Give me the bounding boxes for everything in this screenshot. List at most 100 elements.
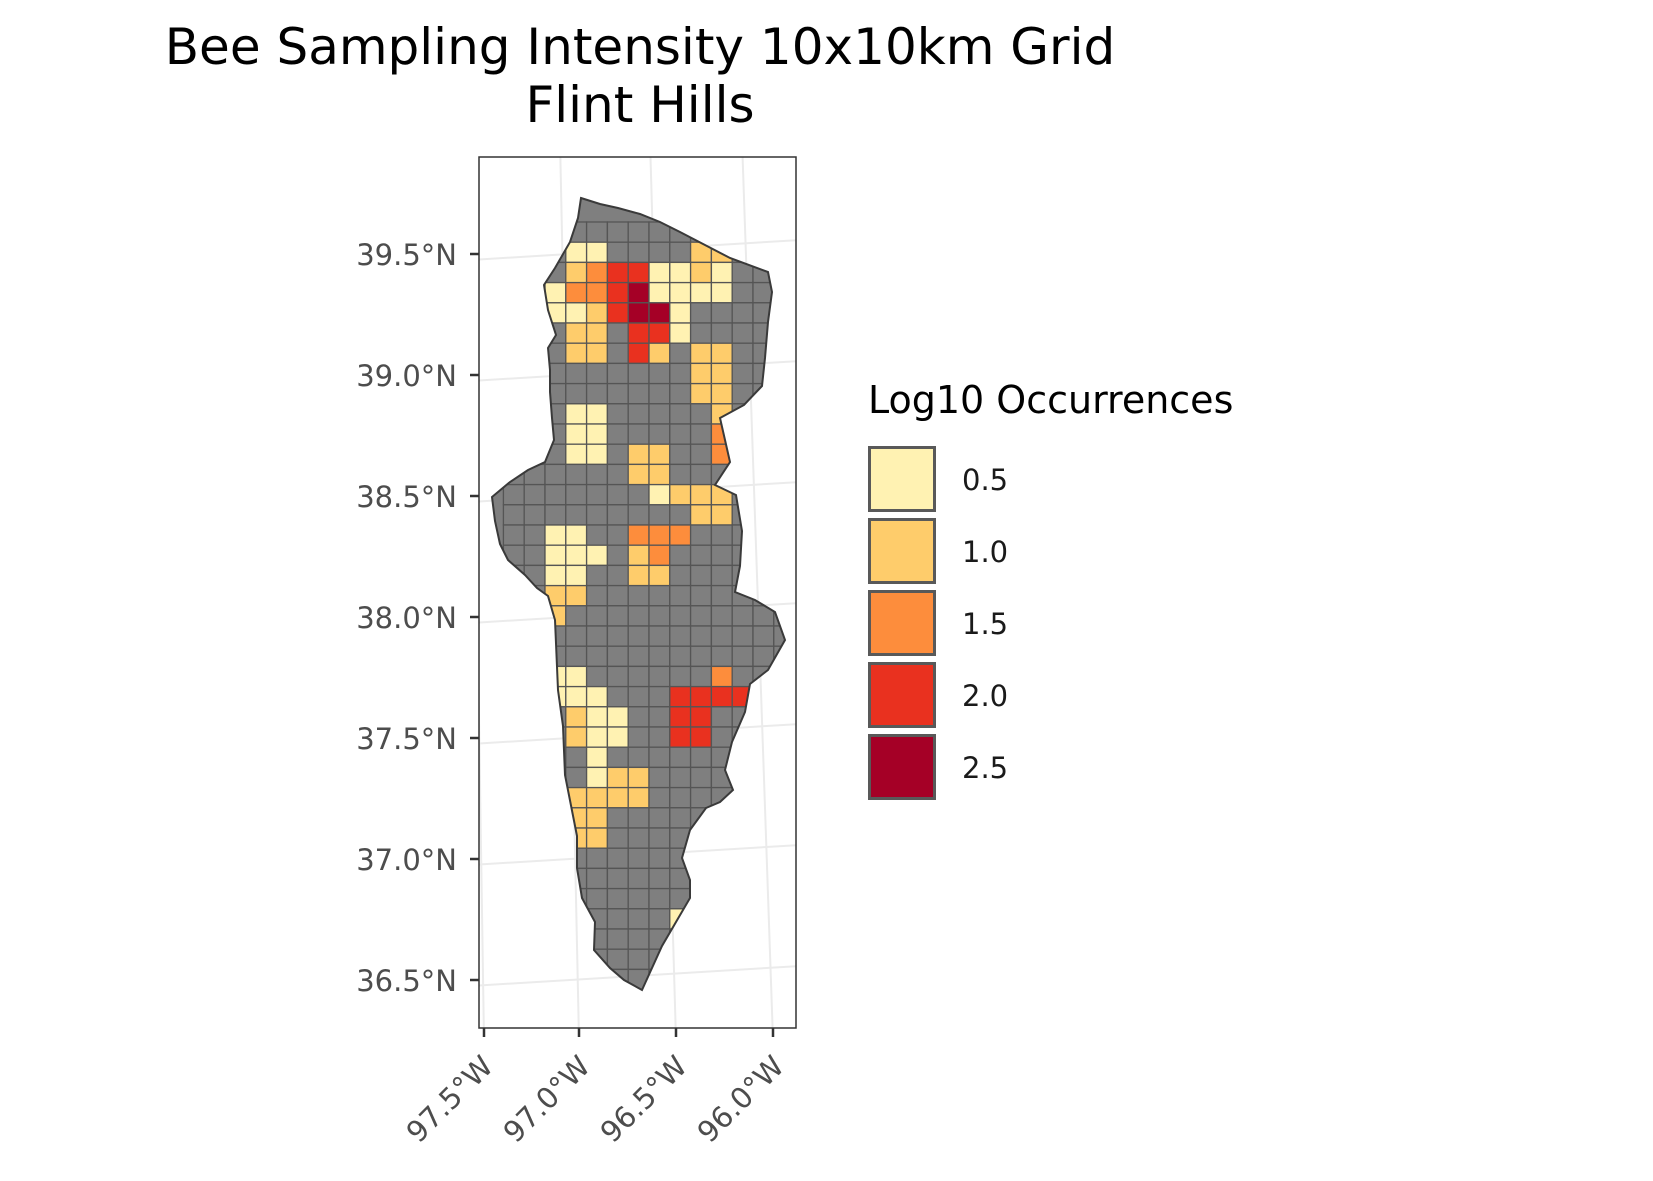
legend-title: Log10 Occurrences	[868, 378, 1234, 422]
grid-cell	[648, 887, 671, 910]
grid-cell-sampled	[669, 524, 692, 546]
grid-cell-sampled	[627, 564, 650, 587]
panel-border	[478, 156, 797, 1029]
grid-cell	[773, 524, 785, 546]
grid-cell-sampled	[627, 281, 650, 304]
y-tick-label: 37.5°N	[356, 722, 457, 756]
grid-cell	[523, 908, 546, 930]
grid-cell	[523, 302, 546, 324]
grid-cell	[606, 928, 629, 950]
grid-cell	[669, 423, 692, 445]
grid-cell	[710, 968, 733, 990]
legend-label: 1.5	[962, 607, 1009, 641]
grid-cell	[773, 988, 785, 990]
grid-cell	[773, 786, 785, 809]
grid-cell	[627, 867, 650, 890]
grid-cell	[689, 928, 713, 950]
grid-cell	[606, 746, 629, 769]
grid-cell	[606, 544, 629, 567]
grid-cell	[502, 786, 525, 809]
legend-key-0.5	[868, 446, 936, 512]
grid-cell-sampled	[606, 261, 629, 284]
grid-cell	[544, 928, 567, 950]
grid-cell-sampled	[565, 726, 588, 748]
grid-cell	[502, 847, 525, 870]
grid-cell	[502, 504, 525, 526]
grid-cell	[523, 605, 546, 627]
grid-cell	[669, 382, 692, 405]
grid-cell	[752, 665, 775, 688]
grid-cell	[585, 504, 609, 526]
grid-cell-sampled	[585, 827, 609, 849]
grid-cell	[648, 867, 671, 890]
grid-cell	[669, 241, 692, 264]
grid-cell	[565, 766, 588, 789]
grid-cell	[752, 423, 775, 445]
grid-cell	[773, 847, 785, 870]
grid-cell	[524, 1010, 545, 1030]
grid-cell	[752, 221, 775, 243]
grid-cell	[502, 524, 525, 546]
y-tick-label: 39.5°N	[356, 238, 457, 272]
grid-cell	[523, 665, 546, 688]
grid-cell-sampled	[627, 544, 650, 567]
grid-cell	[523, 544, 546, 567]
grid-cell	[606, 948, 629, 971]
grid-cell-sampled	[585, 423, 609, 445]
grid-cell	[606, 564, 629, 587]
grid-cell	[523, 726, 546, 748]
grid-cell	[689, 827, 713, 849]
grid-cell	[544, 867, 567, 890]
grid-cell	[607, 1010, 628, 1030]
grid-cell-sampled	[670, 1010, 691, 1030]
grid-cell	[544, 988, 567, 990]
grid-cell	[648, 645, 671, 668]
grid-cell	[606, 382, 629, 405]
grid-cell	[773, 544, 785, 567]
grid-cell	[731, 746, 754, 769]
grid-cell-sampled	[565, 423, 588, 445]
grid-cell	[689, 665, 713, 688]
grid-cell	[585, 988, 609, 990]
grid-cell	[502, 302, 525, 324]
grid-cell-sampled	[649, 1010, 670, 1030]
grid-cell	[627, 584, 650, 607]
grid-cell	[689, 544, 713, 567]
grid-cell	[669, 443, 692, 466]
grid-cell	[606, 605, 629, 627]
grid-cell	[544, 887, 567, 910]
grid-cell	[585, 382, 609, 405]
grid-cell-sampled	[710, 342, 733, 365]
grid-cell	[753, 1010, 774, 1030]
grid-cell-sampled	[606, 726, 629, 748]
grid-cell-sampled	[752, 706, 775, 728]
grid-cell	[606, 665, 629, 688]
grid-cell	[648, 726, 671, 748]
grid-cell	[648, 241, 671, 264]
grid-cell-sampled	[585, 302, 609, 324]
grid-cell	[565, 362, 588, 385]
grid-cell	[648, 786, 671, 809]
grid-cell	[585, 584, 609, 607]
grid-cell	[773, 645, 785, 668]
grid-cell-sampled	[710, 665, 733, 688]
grid-cell	[523, 443, 546, 466]
grid-cell	[710, 807, 733, 829]
grid-cell	[585, 564, 609, 587]
grid-cell	[627, 948, 650, 971]
grid-cell-sampled	[648, 483, 671, 506]
grid-cell	[585, 362, 609, 385]
grid-cell	[773, 342, 785, 365]
grid-cell	[585, 928, 609, 950]
grid-cell-sampled	[627, 302, 650, 324]
grid-cell	[565, 605, 588, 627]
grid-cell	[544, 483, 567, 506]
grid-cell-sampled	[689, 908, 713, 930]
grid-cell-sampled	[627, 463, 650, 486]
grid-cell-sampled	[648, 443, 671, 466]
grid-cell	[544, 423, 567, 445]
grid-cell	[503, 1010, 524, 1030]
grid-cell	[627, 403, 650, 425]
grid-cell	[523, 968, 546, 990]
grid-cell	[545, 1030, 566, 1050]
